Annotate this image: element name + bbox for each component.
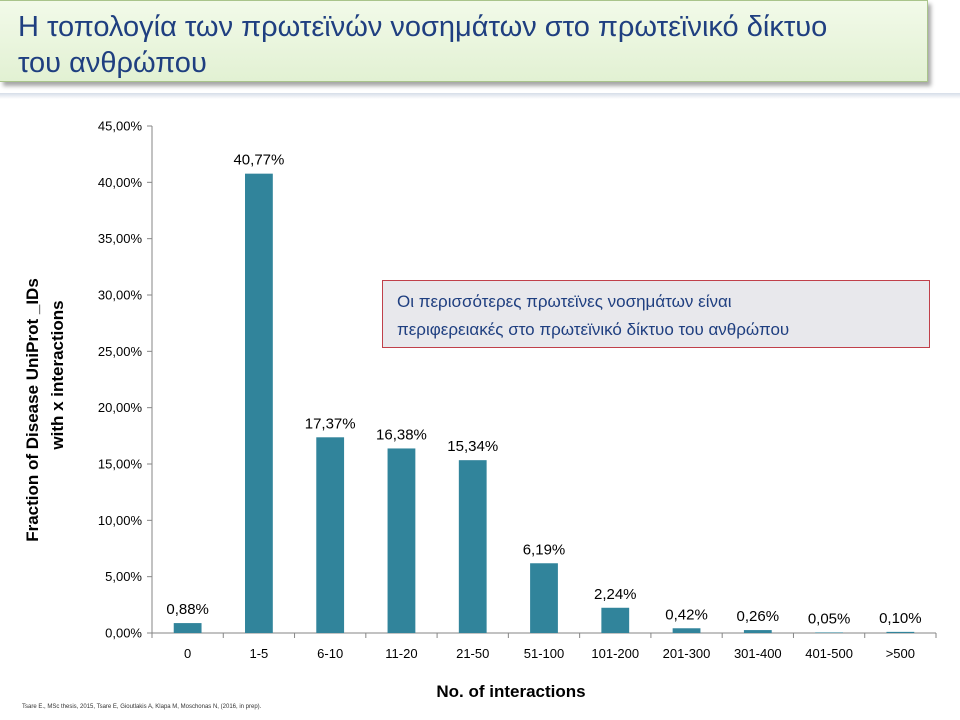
x-tick-label: 6-10 <box>317 646 343 661</box>
data-label: 2,24% <box>594 586 637 603</box>
y-tick-label: 40,00% <box>98 175 143 190</box>
y-axis-title-line-1: Fraction of Disease UniProt _IDs <box>23 278 42 542</box>
y-tick-label: 10,00% <box>98 513 143 528</box>
data-label: 0,05% <box>808 610 851 627</box>
y-tick-label: 5,00% <box>105 569 142 584</box>
data-label: 6,19% <box>523 541 566 558</box>
bar <box>672 628 701 633</box>
data-label: 0,10% <box>879 610 922 627</box>
data-label: 17,37% <box>305 415 356 432</box>
x-tick-label: 401-500 <box>805 646 853 661</box>
x-tick-label: 0 <box>184 646 191 661</box>
data-label: 0,88% <box>166 601 209 618</box>
slide-title-line-2: του ανθρώπου <box>18 47 207 79</box>
citation: Tsare E., MSc thesis, 2015, Tsare E, Gio… <box>22 704 262 710</box>
bar <box>316 437 345 633</box>
callout-box: Οι περισσότερες πρωτεϊνες νοσημάτων είνα… <box>382 280 930 348</box>
x-tick-label: 301-400 <box>734 646 782 661</box>
x-tick-label: 1-5 <box>250 646 269 661</box>
bar <box>173 623 202 633</box>
x-tick-label: 201-300 <box>663 646 711 661</box>
x-tick-label: 101-200 <box>591 646 639 661</box>
x-tick-label: 11-20 <box>385 646 417 661</box>
callout-line-1: Οι περισσότερες πρωτεϊνες νοσημάτων είνα… <box>397 292 732 311</box>
y-tick-label: 30,00% <box>98 288 143 303</box>
data-label: 0,26% <box>737 608 780 625</box>
callout-line-2: περιφερειακές στο πρωτεϊνικό δίκτυο του … <box>397 320 790 339</box>
bar <box>530 563 558 633</box>
bar <box>886 631 915 633</box>
data-label: 40,77% <box>233 152 284 169</box>
y-tick-label: 25,00% <box>98 344 143 359</box>
x-tick-label: 51-100 <box>524 646 564 661</box>
title-divider <box>0 93 960 99</box>
bar-chart: 0,00% 5,00% 10,00% 15,00% 20,00% 25,00% 30,00%… <box>23 119 937 701</box>
y-axis-title-line-2: with x interactions <box>48 300 67 450</box>
y-tick-label: 20,00% <box>98 400 143 415</box>
slide-title: Η τοπολογία των πρωτεϊνών νοσημάτων στο … <box>0 0 928 82</box>
x-tick-label: 21-50 <box>456 646 489 661</box>
data-label: 15,34% <box>447 438 498 455</box>
x-axis-title: No. of interactions <box>436 682 585 701</box>
bar <box>815 632 843 633</box>
bar <box>387 448 416 633</box>
data-label: 0,42% <box>665 606 708 623</box>
y-tick-label: 15,00% <box>98 457 143 472</box>
data-label: 16,38% <box>376 426 427 443</box>
x-tick-label: >500 <box>886 646 915 661</box>
y-tick-label: 0,00% <box>105 626 142 641</box>
bar <box>601 607 630 633</box>
bar <box>743 630 772 633</box>
bar <box>245 173 273 633</box>
y-tick-label: 35,00% <box>98 231 143 246</box>
bar <box>458 460 487 633</box>
y-tick-label: 45,00% <box>98 119 143 134</box>
slide-title-line-1: Η τοπολογία των πρωτεϊνών νοσημάτων στο … <box>18 11 828 43</box>
